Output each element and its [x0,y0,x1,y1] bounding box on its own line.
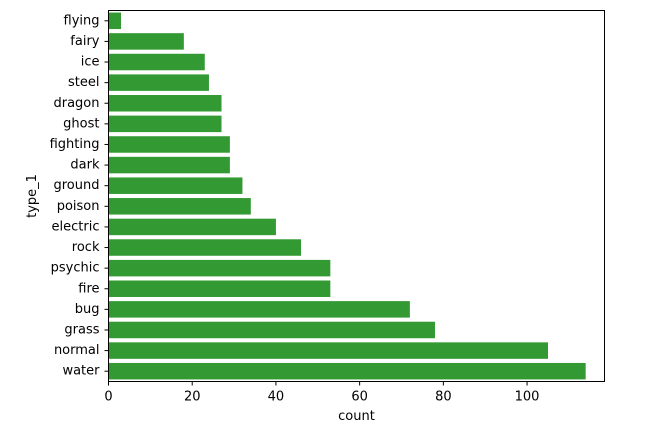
x-axis-ticks: 0 20 40 60 80 100 [104,381,540,405]
x-tick-label: 100 [515,390,540,405]
bar-fighting [108,136,230,153]
x-tick-label: 20 [184,390,201,405]
y-tick-label-fire: fire [78,281,99,296]
bar-dragon [108,95,222,112]
y-tick-label-rock: rock [72,240,100,255]
y-axis-label: type_1 [25,174,40,218]
y-tick-label-psychic: psychic [51,261,100,276]
bar-ice [108,53,205,71]
y-tick-label-flying: flying [64,13,100,28]
bar-flying [108,12,122,30]
y-axis-ticks: flying fairy ice steel dragon ghost fighting da… [50,13,109,379]
bar-bug [108,301,410,318]
x-tick-label: 0 [104,390,112,405]
y-tick-label-poison: poison [57,199,100,214]
bar-ghost [108,115,222,133]
y-tick-label-fairy: fairy [70,34,99,49]
bar-fairy [108,33,184,50]
plot-frame [108,10,605,382]
y-tick-label-steel: steel [68,75,99,90]
x-tick-label: 60 [351,390,368,405]
bar-fire [108,280,331,297]
bar-steel [108,74,209,91]
bar-psychic [108,259,331,277]
bar-ground [108,177,243,194]
y-tick-label-grass: grass [64,322,99,337]
bar-normal [108,342,548,359]
y-tick-label-bug: bug [75,302,100,317]
y-tick-label-ghost: ghost [63,116,99,131]
x-axis-label: count [338,409,375,424]
y-tick-label-dark: dark [70,158,100,173]
y-tick-label-fighting: fighting [50,137,100,152]
x-tick-label: 80 [435,390,452,405]
bar-grass [108,321,435,339]
y-tick-label-ice: ice [81,55,100,70]
y-tick-label-water: water [62,364,100,379]
bar-water [108,362,586,380]
bars [108,12,586,380]
y-tick-label-dragon: dragon [53,96,99,111]
y-tick-label-normal: normal [54,343,100,358]
y-tick-label-ground: ground [54,178,100,193]
bar-poison [108,198,251,215]
x-tick-label: 40 [268,390,285,405]
bar-electric [108,218,276,236]
bar-rock [108,239,302,256]
y-tick-label-electric: electric [52,219,100,234]
bar-dark [108,156,230,174]
